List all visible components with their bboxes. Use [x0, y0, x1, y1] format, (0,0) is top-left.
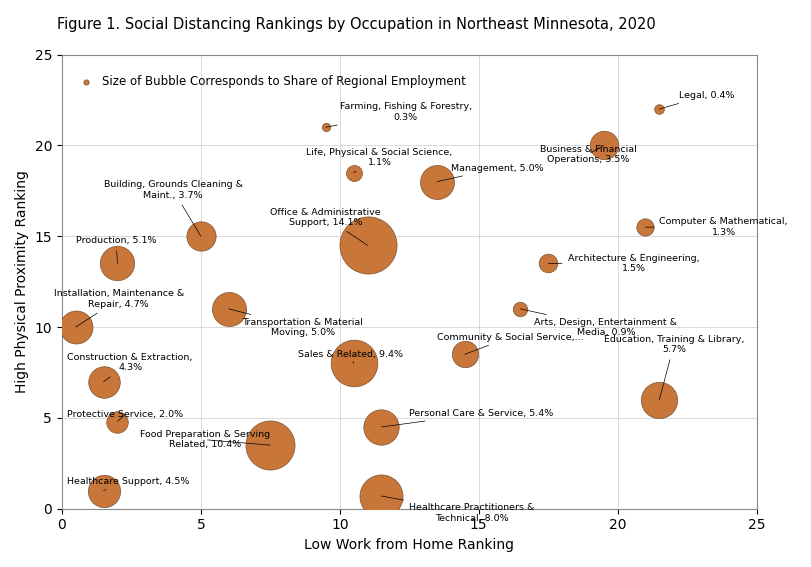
Point: [347, 359, 360, 368]
Point: [264, 441, 277, 450]
Point: [194, 232, 207, 241]
Text: Size of Bubble Corresponds to Share of Regional Employment: Size of Bubble Corresponds to Share of R…: [102, 75, 466, 88]
Text: Building, Grounds Cleaning &
Maint., 3.7%: Building, Grounds Cleaning & Maint., 3.7…: [104, 180, 242, 236]
Point: [513, 304, 526, 314]
Point: [541, 259, 554, 268]
Text: Protective Service, 2.0%: Protective Service, 2.0%: [67, 410, 183, 421]
Text: Healthcare Support, 4.5%: Healthcare Support, 4.5%: [67, 477, 190, 490]
Y-axis label: High Physical Proximity Ranking: High Physical Proximity Ranking: [15, 170, 29, 393]
Point: [69, 323, 82, 332]
Point: [111, 417, 124, 426]
Point: [111, 259, 124, 268]
Point: [652, 104, 665, 113]
Text: Management, 5.0%: Management, 5.0%: [436, 164, 543, 181]
Text: Legal, 0.4%: Legal, 0.4%: [659, 91, 733, 109]
Text: Sales & Related, 9.4%: Sales & Related, 9.4%: [298, 350, 402, 363]
Text: Transportation & Material
Moving, 5.0%: Transportation & Material Moving, 5.0%: [229, 309, 363, 337]
Text: Office & Administrative
Support, 14.1%: Office & Administrative Support, 14.1%: [270, 208, 380, 246]
X-axis label: Low Work from Home Ranking: Low Work from Home Ranking: [304, 538, 513, 552]
Point: [347, 168, 360, 177]
Point: [361, 241, 374, 250]
Text: Arts, Design, Entertainment &
Media, 0.9%: Arts, Design, Entertainment & Media, 0.9…: [520, 309, 676, 337]
Point: [652, 395, 665, 404]
Point: [457, 350, 470, 359]
Point: [375, 422, 388, 431]
Point: [597, 141, 610, 150]
Text: Farming, Fishing & Forestry,
0.3%: Farming, Fishing & Forestry, 0.3%: [325, 102, 471, 127]
Text: Food Preparation & Serving
Related, 10.4%: Food Preparation & Serving Related, 10.4…: [139, 430, 270, 450]
Point: [97, 377, 110, 386]
Text: Installation, Maintenance &
Repair, 4.7%: Installation, Maintenance & Repair, 4.7%: [54, 290, 183, 327]
Text: Education, Training & Library,
5.7%: Education, Training & Library, 5.7%: [603, 335, 743, 400]
Text: Community & Social Service,...: Community & Social Service,...: [436, 333, 583, 354]
Text: Healthcare Practitioners &
Technical, 8.0%: Healthcare Practitioners & Technical, 8.…: [381, 496, 534, 523]
Text: Figure 1. Social Distancing Rankings by Occupation in Northeast Minnesota, 2020: Figure 1. Social Distancing Rankings by …: [57, 17, 654, 32]
Point: [79, 77, 92, 86]
Text: Personal Care & Service, 5.4%: Personal Care & Service, 5.4%: [381, 409, 553, 427]
Text: Construction & Extraction,
4.3%: Construction & Extraction, 4.3%: [67, 353, 192, 382]
Point: [638, 223, 651, 232]
Text: Business & Financial
Operations, 3.5%: Business & Financial Operations, 3.5%: [539, 145, 636, 164]
Text: Architecture & Engineering,
1.5%: Architecture & Engineering, 1.5%: [547, 254, 698, 273]
Point: [97, 486, 110, 495]
Point: [222, 304, 235, 314]
Text: Life, Physical & Social Science,
1.1%: Life, Physical & Social Science, 1.1%: [306, 148, 452, 172]
Text: Computer & Mathematical,
1.3%: Computer & Mathematical, 1.3%: [645, 217, 787, 237]
Point: [319, 122, 332, 132]
Text: Production, 5.1%: Production, 5.1%: [75, 236, 156, 264]
Point: [430, 177, 443, 186]
Point: [375, 492, 388, 501]
